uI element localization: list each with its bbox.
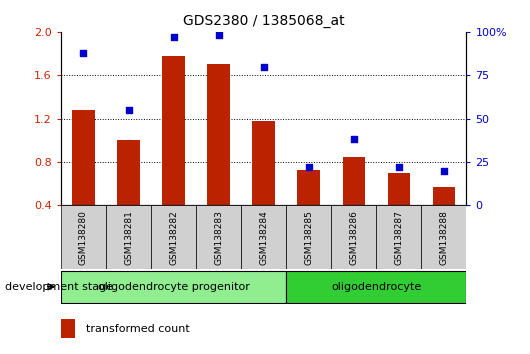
Text: GSM138286: GSM138286 [349, 210, 358, 265]
Bar [286, 271, 466, 303]
Point [124, 107, 132, 113]
Bar [151, 205, 196, 269]
Bar [61, 205, 106, 269]
Bar [286, 205, 331, 269]
Point [214, 33, 223, 38]
Bar [331, 205, 376, 269]
Bar [241, 205, 286, 269]
Bar [387, 173, 410, 205]
Text: oligodendrocyte: oligodendrocyte [331, 282, 421, 292]
Bar [72, 110, 95, 205]
Bar [61, 271, 286, 303]
Text: GSM138282: GSM138282 [169, 210, 178, 264]
Text: GSM138283: GSM138283 [214, 210, 223, 265]
Bar [376, 205, 421, 269]
Title: GDS2380 / 1385068_at: GDS2380 / 1385068_at [183, 14, 344, 28]
Text: GSM138285: GSM138285 [304, 210, 313, 265]
Text: GSM138284: GSM138284 [259, 210, 268, 264]
Point [80, 50, 88, 56]
Point [440, 168, 448, 173]
Text: GSM138281: GSM138281 [124, 210, 133, 265]
Text: GSM138288: GSM138288 [439, 210, 448, 265]
Text: GSM138280: GSM138280 [79, 210, 88, 265]
Bar [162, 56, 185, 205]
Bar [117, 140, 140, 205]
Text: oligodendrocyte progenitor: oligodendrocyte progenitor [98, 282, 250, 292]
Point [394, 164, 403, 170]
Text: transformed count: transformed count [86, 324, 190, 333]
Point [350, 137, 358, 142]
Bar [432, 187, 455, 205]
Bar [297, 170, 320, 205]
Point [169, 34, 178, 40]
Bar [61, 319, 75, 338]
Text: development stage: development stage [5, 282, 113, 292]
Text: GSM138287: GSM138287 [394, 210, 403, 265]
Bar [342, 156, 365, 205]
Bar [421, 205, 466, 269]
Bar [196, 205, 241, 269]
Bar [106, 205, 151, 269]
Bar [252, 121, 275, 205]
Point [304, 164, 313, 170]
Point [259, 64, 268, 69]
Bar [207, 64, 230, 205]
